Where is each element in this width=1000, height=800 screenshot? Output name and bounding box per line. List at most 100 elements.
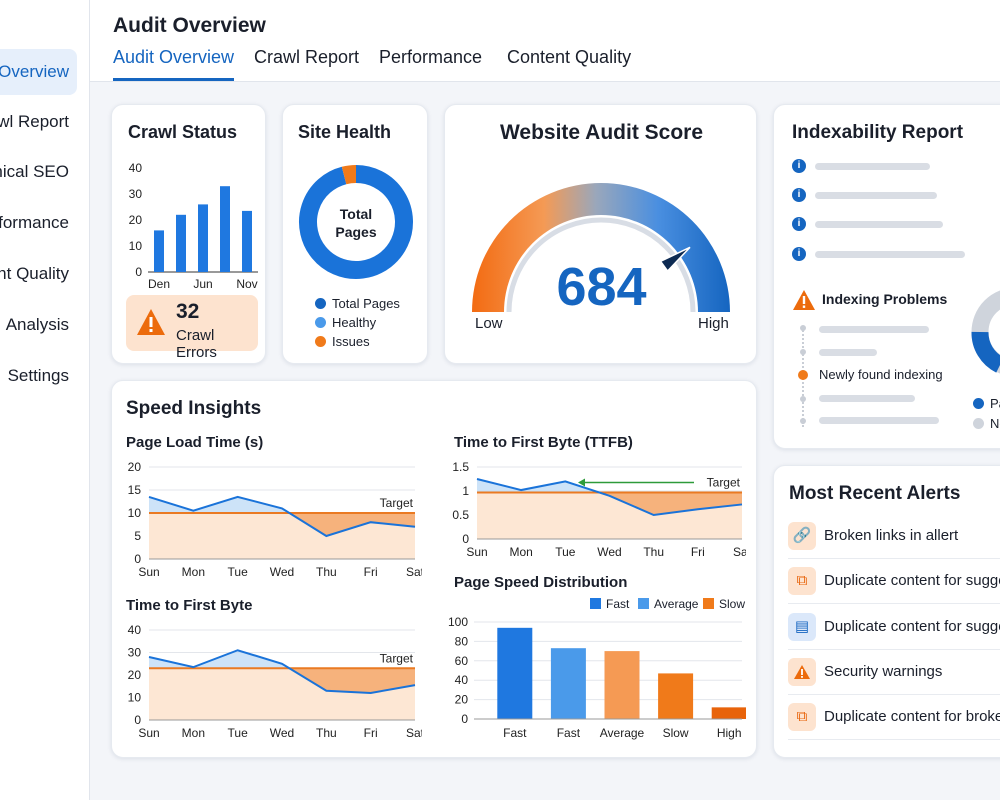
- bar: [242, 210, 252, 272]
- legend-pa: Pa: [973, 396, 1000, 411]
- series-line: [476, 478, 743, 517]
- sidebar-item-technical-seo[interactable]: Technical SEO: [0, 149, 77, 195]
- legend-dot: [973, 418, 984, 429]
- legend-dot: [315, 298, 326, 309]
- legend-fast: Fast: [590, 597, 629, 611]
- gauge-needle: [659, 246, 691, 273]
- sidebar-item-analysis[interactable]: Analysis: [0, 302, 77, 348]
- sidebar-item-settings[interactable]: Settings: [0, 353, 77, 399]
- y-tick-label: 100: [448, 615, 468, 629]
- sidebar-item-label: Technical SEO: [0, 162, 69, 181]
- below-target-fill: [149, 513, 415, 536]
- x-tick-label: Fri: [364, 565, 378, 579]
- y-tick-label: 0: [462, 532, 469, 546]
- tab-content-quality[interactable]: Content Quality: [507, 47, 632, 67]
- sidebar-item-label: Settings: [7, 366, 69, 385]
- sidebar-item-crawl-report[interactable]: Crawl Report: [0, 99, 77, 145]
- y-tick-label: 0: [461, 712, 468, 726]
- tab-performance[interactable]: Performance: [379, 47, 483, 67]
- crawl-errors-box[interactable]: 32 Crawl Errors: [126, 295, 258, 361]
- timeline-dot: [800, 396, 806, 402]
- audit-score-card: Website Audit Score 684 Low High: [444, 104, 757, 364]
- bar: [550, 648, 586, 719]
- bar: [497, 627, 533, 719]
- link-icon: 🔗: [788, 522, 816, 550]
- x-tick-label: Wed: [270, 726, 294, 740]
- sidebar-item-audit-overview[interactable]: Audit Overview: [0, 49, 77, 95]
- site-health-donut: [299, 165, 413, 279]
- x-tick-label: Tue: [555, 545, 576, 559]
- alert-item[interactable]: ⧉ Duplicate content for broken links: [788, 695, 1000, 740]
- sidebar-item-label: Performance: [0, 213, 69, 232]
- legend-no: No: [973, 416, 1000, 431]
- legend-issues: Issues: [315, 334, 370, 349]
- tab-crawl-report[interactable]: Crawl Report: [254, 47, 360, 67]
- x-tick-label: Thu: [316, 565, 337, 579]
- legend-dot: [315, 336, 326, 347]
- legend-healthy: Healthy: [315, 315, 376, 330]
- timeline-dot: [800, 418, 806, 424]
- indexability-card: Indexability Report i i i i Indexing Pro…: [773, 104, 1000, 449]
- x-tick-label: Fast: [557, 726, 581, 740]
- alert-item[interactable]: Security warnings: [788, 650, 1000, 695]
- x-tick-label: Average: [600, 726, 645, 740]
- x-tick-label: Sun: [138, 726, 159, 740]
- y-tick-label: 20: [128, 668, 142, 682]
- donut-center-line2: Pages: [335, 224, 377, 240]
- y-tick-label: 0: [134, 552, 141, 566]
- sidebar: Audit Overview Crawl Report Technical SE…: [0, 0, 90, 800]
- gauge-arc: [472, 183, 730, 312]
- x-tick-label: Tue: [228, 565, 249, 579]
- audit-score-value: 684: [556, 257, 647, 317]
- y-tick-label: 1.5: [452, 460, 469, 474]
- y-tick-label: 0: [134, 713, 141, 727]
- donut-center-line1: Total: [339, 206, 373, 222]
- series-line: [148, 495, 416, 538]
- placeholder-bar: [819, 326, 929, 333]
- timeline-label: Newly found indexing: [819, 367, 943, 382]
- x-tick-label: Thu: [643, 545, 664, 559]
- page-title: Audit Overview: [113, 14, 266, 37]
- info-icon: i: [792, 159, 806, 173]
- bar: [154, 230, 164, 272]
- timeline-dot: [800, 325, 806, 331]
- tab-audit-overview[interactable]: Audit Overview: [113, 47, 235, 81]
- page-header: Audit Overview Audit Overview Crawl Repo…: [90, 0, 1000, 82]
- below-target-fill: [477, 492, 742, 515]
- sidebar-item-performance[interactable]: Performance: [0, 200, 77, 246]
- legend-total-pages: Total Pages: [315, 296, 400, 311]
- x-tick-label: Den: [148, 277, 170, 291]
- site-health-title: Site Health: [298, 122, 392, 142]
- x-tick-label: Sun: [466, 545, 487, 559]
- copy-icon: ⧉: [788, 567, 816, 595]
- legend-label: Healthy: [332, 315, 377, 330]
- speed-insights-title: Speed Insights: [126, 398, 262, 419]
- alert-item[interactable]: 🔗 Broken links in allert: [788, 514, 1000, 559]
- y-tick-label: 1: [462, 484, 469, 498]
- alert-text: Duplicate content for broken links: [824, 708, 1000, 725]
- speed-insights-card: Speed Insights Page Load Time (s) 0 5 10 15…: [111, 380, 757, 758]
- x-tick-label: Jun: [193, 277, 212, 291]
- placeholder-bar: [815, 192, 937, 199]
- audit-score-gauge: [472, 183, 730, 313]
- target-label: Target: [380, 651, 414, 665]
- y-tick-label: 10: [128, 506, 142, 520]
- y-tick-label: 40: [455, 673, 469, 687]
- crawl-status-title: Crawl Status: [128, 122, 238, 142]
- sidebar-item-content-quality[interactable]: Content Quality: [0, 251, 77, 297]
- timeline-dot: [800, 349, 806, 355]
- alert-item[interactable]: ▤ Duplicate content for suggestion: [788, 605, 1000, 650]
- sidebar-item-label: Analysis: [5, 315, 69, 334]
- legend-label: Average: [654, 597, 699, 611]
- legend-label: Total Pages: [332, 296, 400, 311]
- y-tick-label: 0: [135, 265, 142, 279]
- y-tick-label: 20: [129, 213, 143, 227]
- legend-label: Fast: [606, 597, 630, 611]
- x-tick-label: Sat: [406, 565, 422, 579]
- y-tick-label: 30: [129, 187, 143, 201]
- alert-item[interactable]: ⧉ Duplicate content for suggestion: [788, 559, 1000, 604]
- y-tick-label: 80: [455, 634, 469, 648]
- page-load-chart-title: Page Load Time (s): [126, 434, 264, 451]
- y-tick-label: 10: [129, 239, 143, 253]
- timeline-dot-active: [798, 370, 808, 380]
